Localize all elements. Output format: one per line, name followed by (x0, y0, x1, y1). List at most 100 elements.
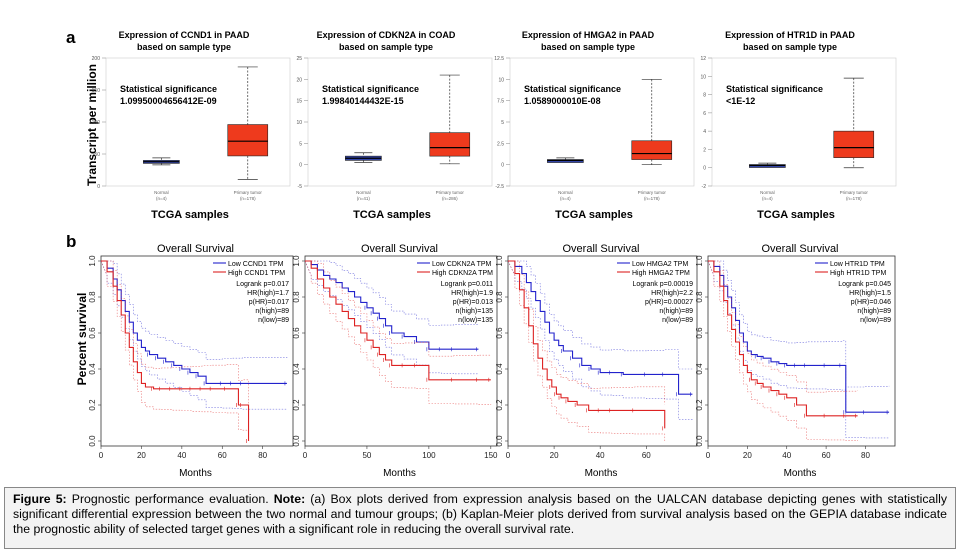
km-x-tick-label: 20 (137, 451, 146, 460)
km-y-tick-label: 0.4 (88, 363, 97, 375)
km-ci-lower (507, 260, 666, 441)
km-legend-label: Low CCND1 TPM (228, 261, 284, 268)
n-label: (n=178) (846, 196, 862, 201)
km-y-tick-label: 1.0 (88, 255, 97, 267)
km-ci-lower (707, 260, 890, 439)
y-tick-label: 0 (501, 163, 504, 169)
box-normal (143, 157, 180, 166)
box-title-line2: based on sample type (339, 42, 433, 52)
box-title-line2: based on sample type (743, 42, 837, 52)
km-curve-high (708, 260, 858, 417)
caption-text2: (a) Box plots derived from expression an… (13, 492, 947, 536)
km-xlabel: Months (585, 468, 618, 479)
km-x-tick-label: 40 (596, 451, 605, 460)
n-label: (n=41) (357, 196, 371, 201)
km-x-tick-label: 80 (258, 451, 267, 460)
km-legend-label: Low HMGA2 TPM (632, 261, 688, 268)
km-stat: p(HR)=0.046 (851, 299, 891, 306)
km-y-tick-label: 0.8 (495, 291, 504, 303)
n-label: (n=4) (762, 196, 773, 201)
y-tick-label: 10 (296, 120, 302, 126)
km-xlabel: Months (383, 468, 416, 479)
caption-label: Figure 5: (13, 492, 67, 506)
y-tick-label: 5 (501, 120, 504, 126)
sig-label: Statistical significance (120, 84, 217, 94)
box-panel-4: Expression of HTR1D in PAAD based on samp… (700, 30, 897, 221)
box-tumor (227, 66, 269, 180)
km-curve-high (305, 260, 491, 381)
km-ci-upper (508, 260, 693, 370)
km-x-tick-label: 0 (706, 451, 711, 460)
km-y-tick-label: 0.8 (88, 291, 97, 303)
category-label: Normal (154, 190, 169, 195)
y-tick-label: 200 (92, 56, 101, 62)
y-tick-label: 0 (97, 184, 100, 190)
km-ci-upper (305, 260, 492, 357)
km-curve-low (101, 260, 287, 384)
box-frame (509, 57, 695, 187)
km-x-tick-label: 40 (782, 451, 791, 460)
box-iqr (833, 130, 875, 158)
km-legend-label: High CCND1 TPM (228, 270, 285, 277)
km-y-tick-label: 0.2 (495, 399, 504, 411)
km-xlabel: Months (784, 468, 817, 479)
km-y-tick-label: 0.0 (495, 435, 504, 447)
km-stat: Logrank p=0.011 (441, 281, 493, 288)
km-stat: Logrank p=0.00019 (632, 281, 693, 288)
km-y-tick-label: 0.6 (292, 327, 301, 339)
y-tick-label: -5 (298, 184, 303, 190)
km-panel-2: Overall Survival 0.0 0.2 0.4 0.6 0.8 1.0 0 50 100… (292, 243, 498, 479)
km-y-tick-label: 0.0 (695, 435, 704, 447)
km-y-tick-label: 1.0 (695, 255, 704, 267)
y-tick-label: 10 (700, 74, 706, 80)
km-ci-upper (508, 260, 666, 405)
km-x-tick-label: 0 (303, 451, 308, 460)
category-label: Primary tumor (840, 190, 869, 195)
km-x-tick-label: 20 (550, 451, 559, 460)
y-tick-label: 12 (700, 56, 706, 62)
n-label: (n=178) (240, 196, 256, 201)
sig-value: 1.09950004656412E-09 (120, 96, 217, 106)
y-tick-label: 15 (296, 99, 302, 105)
km-stat: p(HR)=0.00027 (645, 299, 693, 306)
y-tick-label: 0 (703, 166, 706, 172)
km-frame (304, 255, 498, 447)
y-tick-label: -2 (702, 184, 707, 190)
n-label: (n=4) (156, 196, 167, 201)
km-x-tick-label: 0 (99, 451, 104, 460)
km-y-tick-label: 0.0 (292, 435, 301, 447)
y-tick-label: 6 (703, 111, 706, 117)
box-title-line1: Expression of CDKN2A in COAD (317, 30, 456, 40)
km-curve-high (508, 260, 666, 429)
km-x-tick-label: 150 (484, 451, 498, 460)
km-x-tick-label: 60 (218, 451, 227, 460)
y-tick-label: 10 (498, 77, 504, 83)
km-x-tick-label: 50 (362, 451, 371, 460)
box-normal (749, 162, 786, 168)
sig-label: Statistical significance (322, 84, 419, 94)
box-iqr (547, 159, 584, 163)
box-panel-1: Expression of CCND1 in PAAD based on samp… (92, 30, 291, 221)
box-xlabel: TCGA samples (555, 209, 633, 221)
km-y-tick-label: 0.2 (695, 399, 704, 411)
y-tick-label: 7.5 (497, 99, 504, 105)
box-title-line1: Expression of CCND1 in PAAD (119, 30, 250, 40)
km-y-tick-label: 0.6 (695, 327, 704, 339)
km-y-tick-label: 0.8 (695, 291, 704, 303)
caption-text1: Prognostic performance evaluation. (66, 492, 274, 506)
km-ci-upper (708, 260, 858, 393)
sig-label: Statistical significance (524, 84, 621, 94)
n-label: (n=286) (442, 196, 458, 201)
box-panel-3: Expression of HMGA2 in PAAD based on samp… (494, 30, 695, 221)
box-normal (547, 157, 584, 163)
box-frame (105, 57, 291, 187)
km-legend-label: Low HTR1D TPM (830, 261, 885, 268)
km-curve-low (708, 260, 890, 413)
y-tick-label: 100 (92, 120, 101, 126)
km-ci-lower (304, 260, 492, 405)
box-xlabel: TCGA samples (353, 209, 431, 221)
km-title: Overall Survival (361, 243, 438, 255)
km-title: Overall Survival (761, 243, 838, 255)
km-stat: n(low)=89 (258, 317, 289, 324)
box-xlabel: TCGA samples (151, 209, 229, 221)
